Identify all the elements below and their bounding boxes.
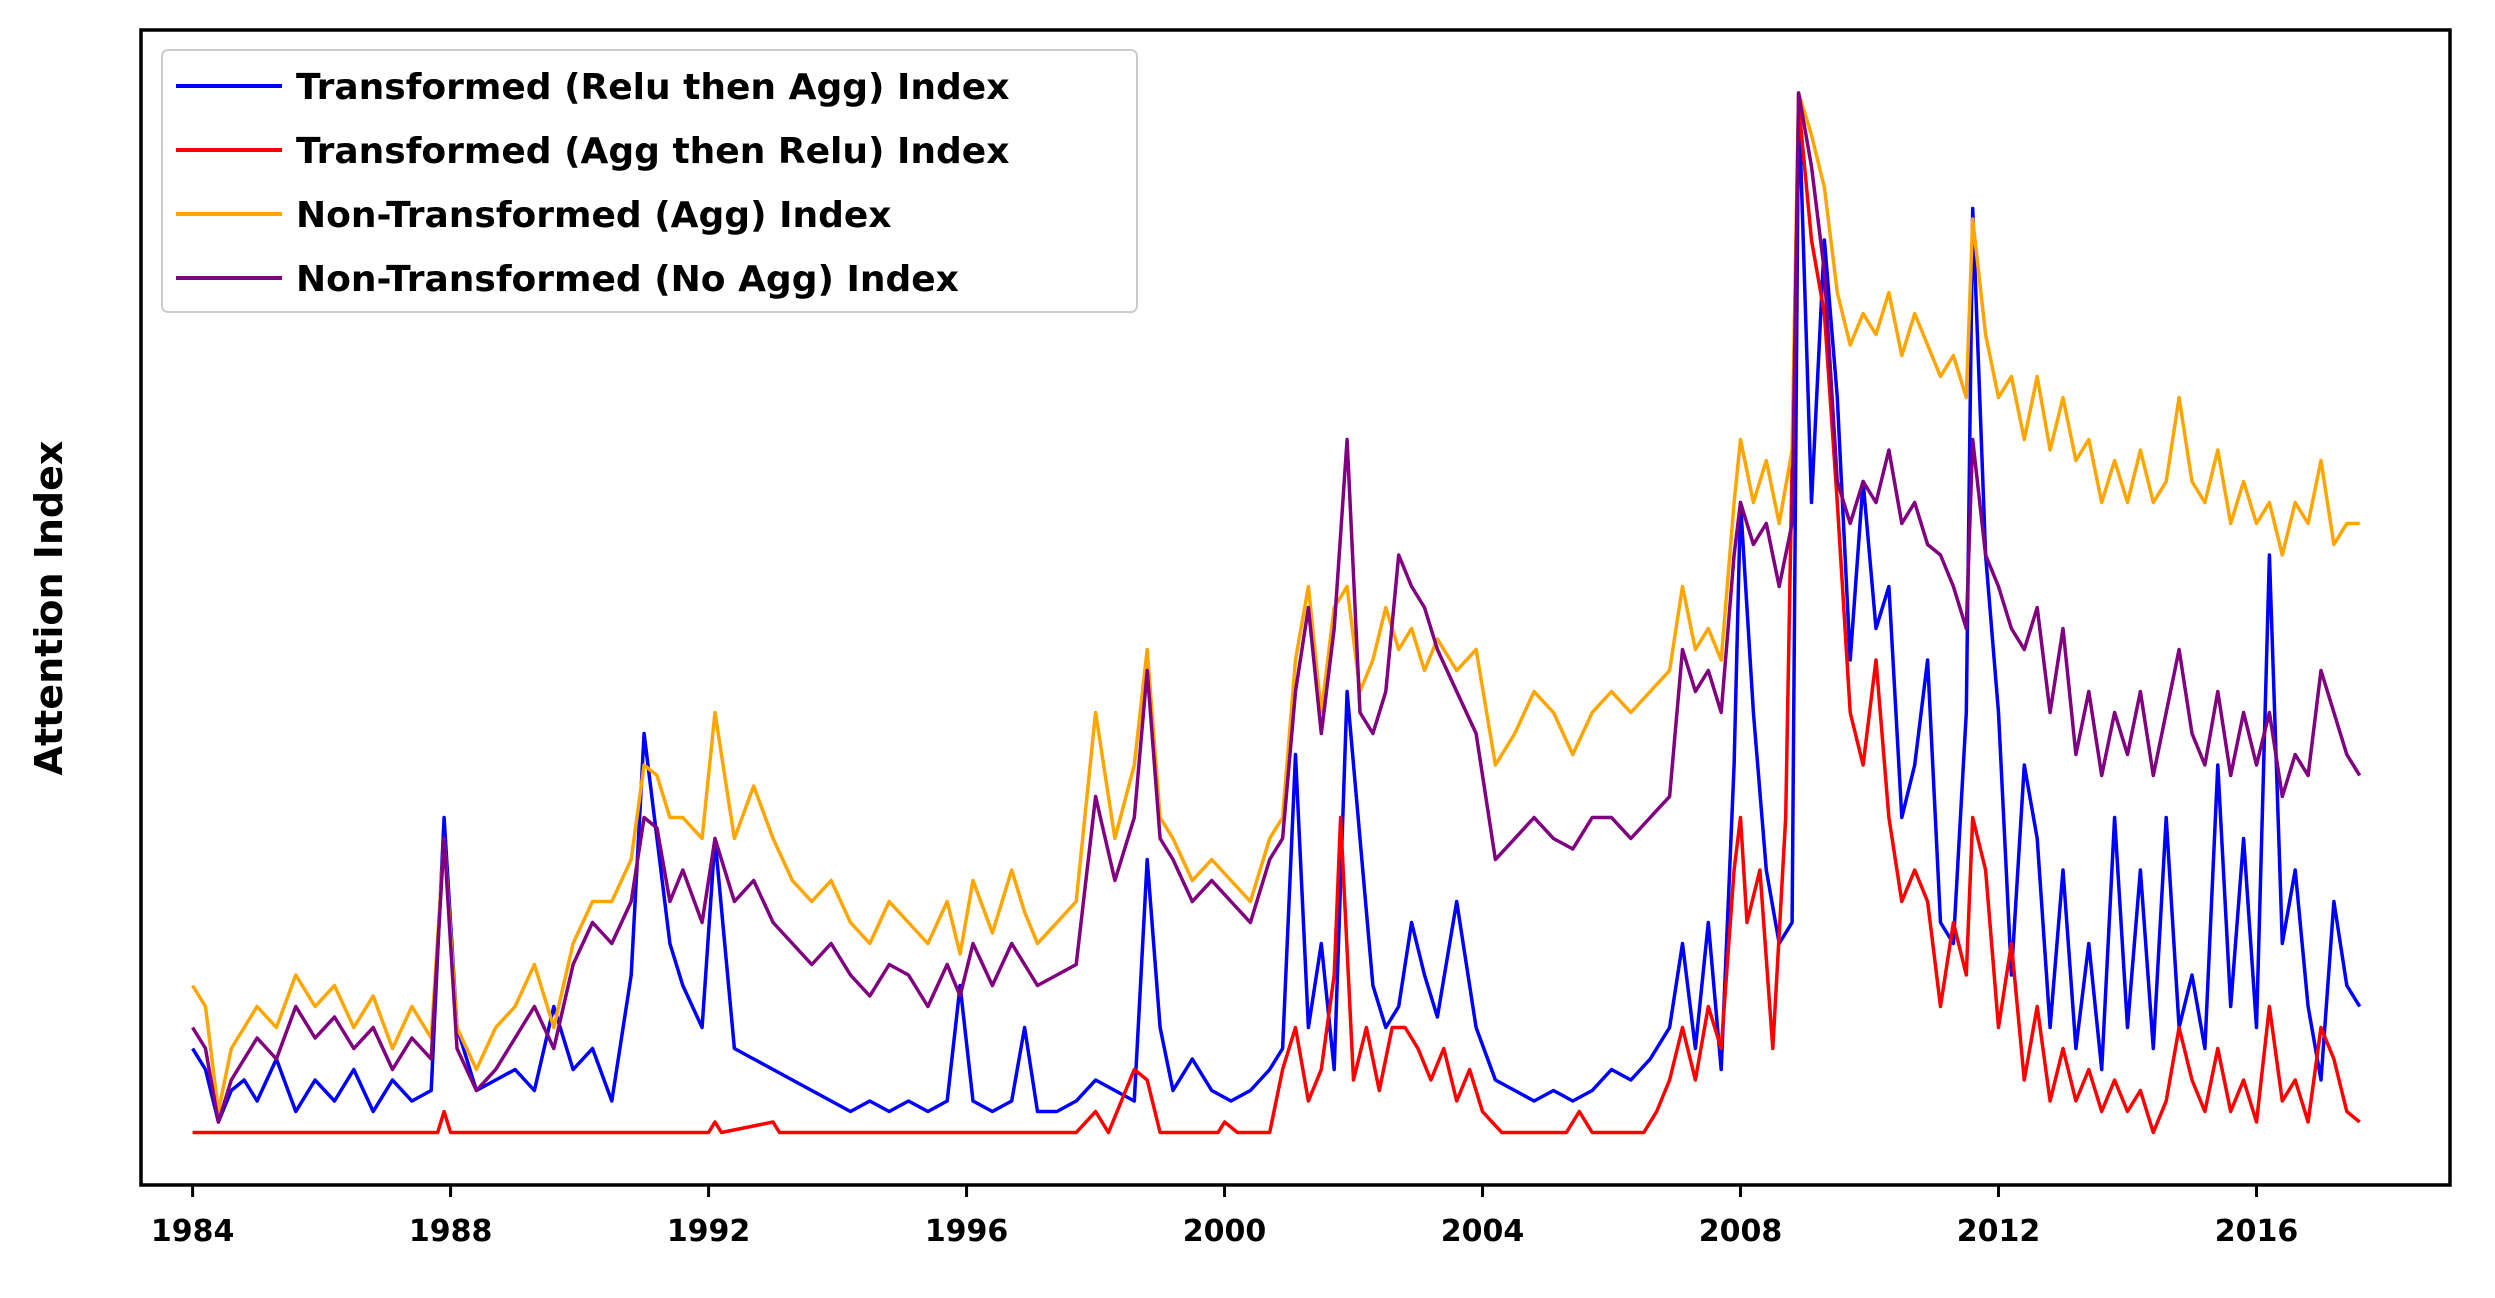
x-tick-label: 1996 xyxy=(925,1214,1009,1249)
x-tick-label: 2008 xyxy=(1699,1214,1783,1249)
legend: Transformed (Relu then Agg) Index Transfo… xyxy=(161,49,1138,313)
x-tick-label: 1988 xyxy=(409,1214,493,1249)
series-layer xyxy=(191,91,2362,1135)
x-tick-label: 2012 xyxy=(1957,1214,2041,1249)
x-axis: 1984 1988 1992 1996 2000 2004 2008 2012 2016 xyxy=(151,1185,2298,1249)
legend-label-2: Transformed (Agg then Relu) Index xyxy=(296,131,1009,172)
x-tick-label: 1992 xyxy=(667,1214,751,1249)
legend-label-3: Non-Transformed (Agg) Index xyxy=(296,195,892,236)
x-tick-label: 2016 xyxy=(2215,1214,2299,1249)
legend-label-1: Transformed (Relu then Agg) Index xyxy=(296,67,1009,108)
x-tick-label: 2004 xyxy=(1441,1214,1525,1249)
series-line-1 xyxy=(191,91,2362,1124)
x-tick-label: 1984 xyxy=(151,1214,235,1249)
series-line-3 xyxy=(191,91,2360,1114)
x-tick-label: 2000 xyxy=(1183,1214,1267,1249)
series-line-2 xyxy=(192,101,2361,1135)
plot-frame xyxy=(139,28,2452,1187)
y-axis-title: Attention Index xyxy=(27,441,71,776)
legend-box xyxy=(161,49,1138,313)
legend-label-4: Non-Transformed (No Agg) Index xyxy=(296,259,959,300)
series-line-4 xyxy=(191,91,2362,1124)
